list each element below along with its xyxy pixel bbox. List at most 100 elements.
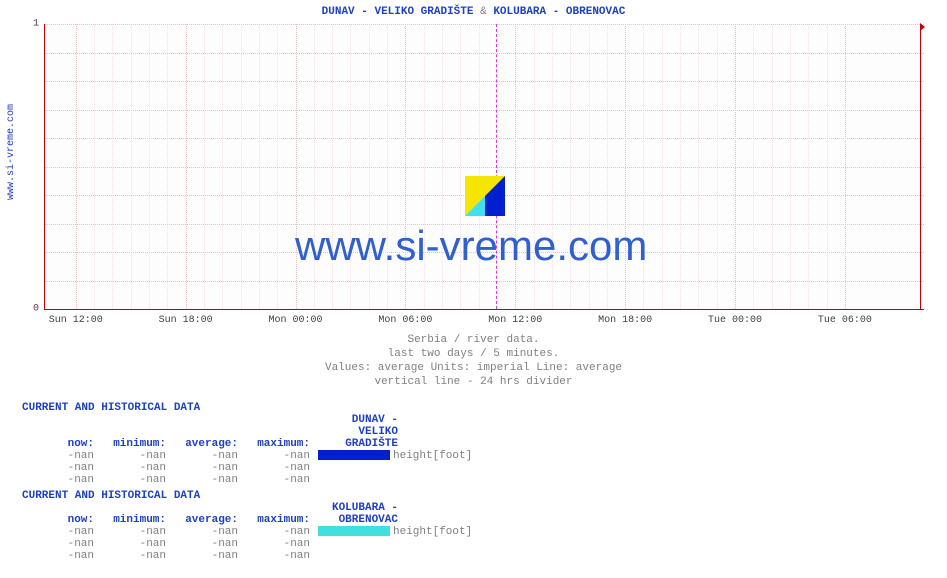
- cell: -nan: [22, 550, 94, 562]
- data-row: -nan-nan-nan-nan: [22, 550, 465, 562]
- watermark-text: www.si-vreme.com: [295, 222, 647, 270]
- hdr-max: maximum:: [238, 514, 310, 526]
- subcaption-3: Values: average Units: imperial Line: av…: [0, 362, 947, 374]
- data-block-title: CURRENT AND HISTORICAL DATA: [22, 490, 465, 502]
- data-row: -nan-nan-nan-nan: [22, 538, 465, 550]
- vgrid-minor: [717, 24, 718, 309]
- cell: -nan: [166, 538, 238, 550]
- vgrid-line: [76, 24, 77, 309]
- vgrid-minor: [149, 24, 150, 309]
- subcaption-1: Serbia / river data.: [0, 334, 947, 346]
- vgrid-minor: [698, 24, 699, 309]
- vgrid-line: [735, 24, 736, 309]
- hgrid-line: [45, 281, 924, 282]
- vgrid-minor: [131, 24, 132, 309]
- hdr-min: minimum:: [94, 514, 166, 526]
- xtick-label: Tue 06:00: [818, 315, 872, 326]
- data-block-title: CURRENT AND HISTORICAL DATA: [22, 402, 465, 414]
- cell: -nan: [22, 462, 94, 474]
- cell: -nan: [22, 474, 94, 486]
- source-label: www.si-vreme.com: [6, 104, 17, 200]
- cell: -nan: [94, 526, 166, 538]
- vgrid-minor: [808, 24, 809, 309]
- title-series-a: DUNAV - VELIKO GRADIŠTE: [322, 6, 474, 18]
- hgrid-line: [45, 138, 924, 139]
- xtick-label: Mon 12:00: [488, 315, 542, 326]
- hgrid-line: [45, 81, 924, 82]
- station-b: KOLUBARA - OBRENOVAC: [326, 502, 398, 526]
- station-a: DUNAV - VELIKO GRADIŠTE: [326, 414, 398, 450]
- hdr-avg: average:: [166, 514, 238, 526]
- chart-title: DUNAV - VELIKO GRADIŠTE & KOLUBARA - OBR…: [0, 6, 947, 18]
- xtick-label: Tue 00:00: [708, 315, 762, 326]
- data-block-a: CURRENT AND HISTORICAL DATA now:minimum:…: [22, 402, 465, 486]
- vgrid-line: [845, 24, 846, 309]
- hgrid-line: [45, 53, 924, 54]
- cell: -nan: [238, 550, 310, 562]
- cell: -nan: [166, 474, 238, 486]
- vgrid-minor: [753, 24, 754, 309]
- subcaption-2: last two days / 5 minutes.: [0, 348, 947, 360]
- vgrid-minor: [222, 24, 223, 309]
- data-block-b: CURRENT AND HISTORICAL DATA now:minimum:…: [22, 490, 465, 562]
- hdr-max: maximum:: [238, 438, 310, 450]
- hdr-now: now:: [22, 514, 94, 526]
- hdr-avg: average:: [166, 438, 238, 450]
- now-marker: [920, 24, 921, 309]
- title-amp: &: [480, 6, 487, 18]
- cell: -nan: [166, 450, 238, 462]
- vgrid-minor: [790, 24, 791, 309]
- hdr-min: minimum:: [94, 438, 166, 450]
- vgrid-minor: [827, 24, 828, 309]
- hdr-now: now:: [22, 438, 94, 450]
- subcaption-4: vertical line - 24 hrs divider: [0, 376, 947, 388]
- vgrid-line: [186, 24, 187, 309]
- legend-label-a: height[foot]: [393, 450, 465, 462]
- cell: -nan: [94, 538, 166, 550]
- cell: -nan: [238, 526, 310, 538]
- cell: -nan: [238, 450, 310, 462]
- vgrid-minor: [259, 24, 260, 309]
- cell: -nan: [22, 450, 94, 462]
- vgrid-minor: [662, 24, 663, 309]
- cell: -nan: [22, 526, 94, 538]
- ytick-1: 1: [33, 19, 39, 30]
- data-row: -nan-nan-nan-nanheight[foot]: [22, 450, 465, 462]
- ytick-0: 0: [33, 304, 39, 315]
- cell: -nan: [238, 538, 310, 550]
- legend-swatch-a: [318, 450, 390, 460]
- vgrid-minor: [277, 24, 278, 309]
- legend-label-b: height[foot]: [393, 526, 465, 538]
- hgrid-line: [45, 110, 924, 111]
- title-series-b: KOLUBARA - OBRENOVAC: [493, 6, 625, 18]
- xtick-label: Mon 00:00: [268, 315, 322, 326]
- xtick-label: Mon 18:00: [598, 315, 652, 326]
- cell: -nan: [166, 550, 238, 562]
- xtick-label: Mon 06:00: [378, 315, 432, 326]
- cell: -nan: [94, 450, 166, 462]
- cell: -nan: [22, 538, 94, 550]
- hgrid-line: [45, 24, 924, 25]
- data-row: -nan-nan-nan-nanheight[foot]: [22, 526, 465, 538]
- xtick-label: Sun 12:00: [49, 315, 103, 326]
- xtick-label: Sun 18:00: [159, 315, 213, 326]
- vgrid-minor: [94, 24, 95, 309]
- vgrid-minor: [167, 24, 168, 309]
- cell: -nan: [94, 550, 166, 562]
- vgrid-minor: [204, 24, 205, 309]
- vgrid-minor: [680, 24, 681, 309]
- cell: -nan: [166, 526, 238, 538]
- cell: -nan: [238, 474, 310, 486]
- vgrid-minor: [112, 24, 113, 309]
- data-block-headers: now:minimum:average:maximum: DUNAV - VELI…: [22, 414, 465, 450]
- cell: -nan: [94, 462, 166, 474]
- data-row: -nan-nan-nan-nan: [22, 462, 465, 474]
- cell: -nan: [166, 462, 238, 474]
- cell: -nan: [238, 462, 310, 474]
- data-block-headers: now:minimum:average:maximum: KOLUBARA - O…: [22, 502, 465, 526]
- data-row: -nan-nan-nan-nan: [22, 474, 465, 486]
- vgrid-minor: [241, 24, 242, 309]
- legend-swatch-b: [318, 526, 390, 536]
- hgrid-line: [45, 167, 924, 168]
- cell: -nan: [94, 474, 166, 486]
